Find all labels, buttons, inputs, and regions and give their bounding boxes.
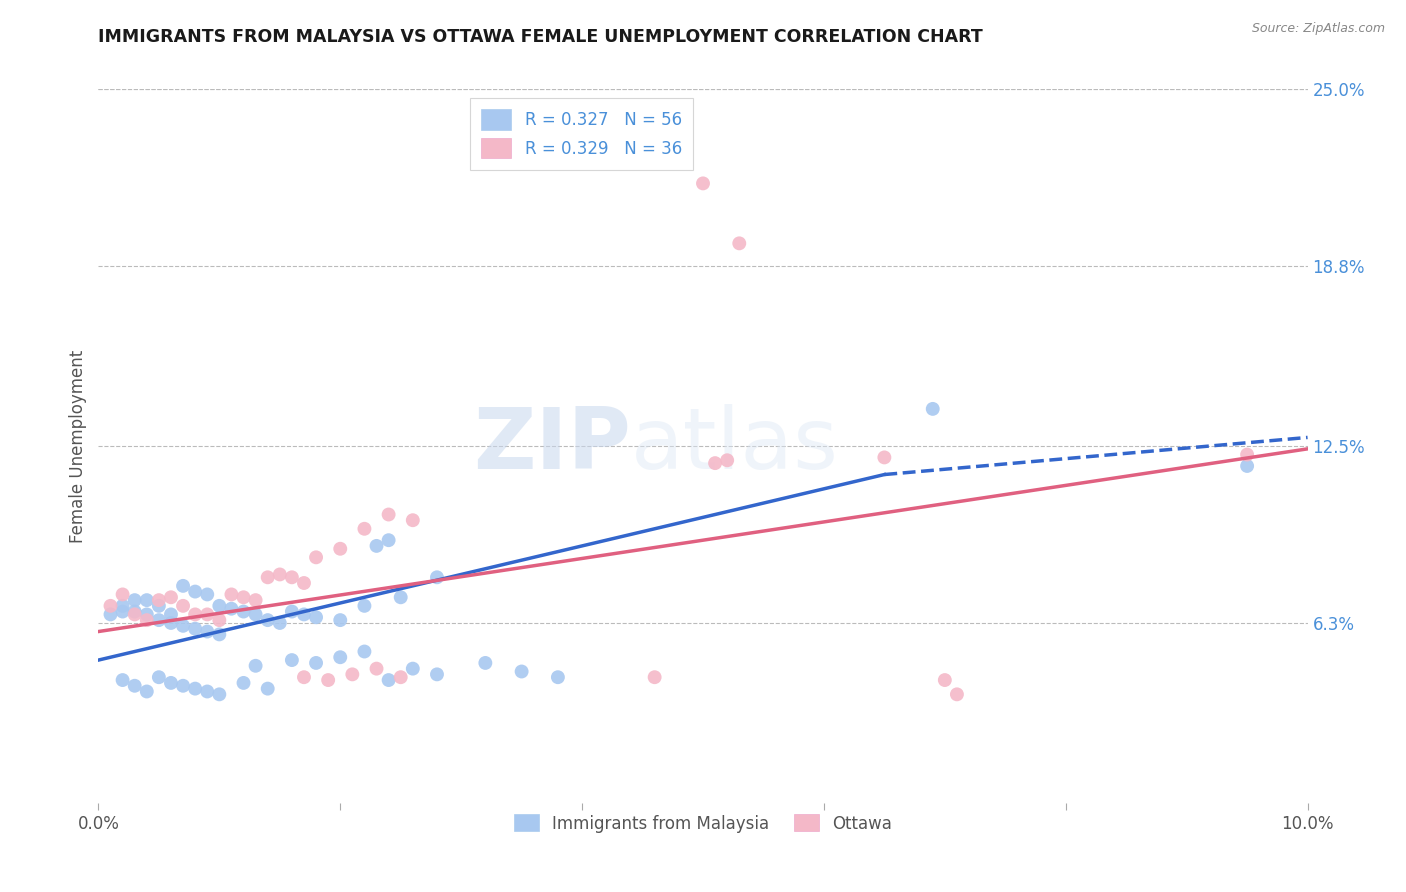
Point	[873, 450, 896, 465]
Point	[100, 607, 122, 622]
Point	[195, 624, 218, 639]
Point	[547, 670, 569, 684]
Point	[195, 684, 218, 698]
Point	[377, 533, 399, 548]
Point	[921, 401, 943, 416]
Point	[389, 670, 412, 684]
Point	[256, 570, 278, 584]
Point	[135, 613, 157, 627]
Point	[160, 615, 183, 630]
Point	[148, 599, 170, 613]
Point	[426, 570, 449, 584]
Point	[704, 456, 727, 470]
Point	[100, 599, 122, 613]
Point	[353, 599, 375, 613]
Point	[232, 591, 254, 605]
Point	[208, 687, 231, 701]
Point	[135, 607, 157, 622]
Point	[402, 513, 425, 527]
Point	[426, 667, 449, 681]
Text: atlas: atlas	[630, 404, 838, 488]
Point	[184, 584, 207, 599]
Point	[292, 576, 315, 591]
Point	[172, 619, 194, 633]
Point	[208, 627, 231, 641]
Point	[692, 177, 714, 191]
Legend: Immigrants from Malaysia, Ottawa: Immigrants from Malaysia, Ottawa	[505, 806, 901, 841]
Point	[245, 593, 267, 607]
Point	[644, 670, 666, 684]
Point	[474, 656, 496, 670]
Point	[221, 587, 243, 601]
Point	[281, 570, 304, 584]
Point	[160, 607, 183, 622]
Point	[316, 673, 339, 687]
Point	[946, 687, 969, 701]
Point	[402, 662, 425, 676]
Point	[208, 599, 231, 613]
Point	[1236, 448, 1258, 462]
Point	[148, 613, 170, 627]
Point	[353, 522, 375, 536]
Point	[292, 607, 315, 622]
Point	[111, 599, 134, 613]
Point	[111, 673, 134, 687]
Point	[281, 605, 304, 619]
Point	[245, 658, 267, 673]
Point	[269, 615, 291, 630]
Point	[281, 653, 304, 667]
Point	[510, 665, 533, 679]
Point	[184, 681, 207, 696]
Point	[366, 539, 388, 553]
Point	[245, 607, 267, 622]
Point	[256, 613, 278, 627]
Point	[208, 613, 231, 627]
Point	[148, 670, 170, 684]
Point	[269, 567, 291, 582]
Point	[329, 613, 352, 627]
Text: IMMIGRANTS FROM MALAYSIA VS OTTAWA FEMALE UNEMPLOYMENT CORRELATION CHART: IMMIGRANTS FROM MALAYSIA VS OTTAWA FEMAL…	[98, 29, 983, 46]
Point	[377, 673, 399, 687]
Point	[728, 236, 751, 251]
Point	[184, 607, 207, 622]
Point	[305, 550, 328, 565]
Point	[232, 676, 254, 690]
Point	[377, 508, 399, 522]
Point	[124, 605, 146, 619]
Point	[305, 610, 328, 624]
Point	[148, 593, 170, 607]
Point	[232, 605, 254, 619]
Point	[135, 593, 157, 607]
Point	[172, 599, 194, 613]
Point	[111, 587, 134, 601]
Point	[111, 605, 134, 619]
Point	[366, 662, 388, 676]
Point	[195, 587, 218, 601]
Point	[389, 591, 412, 605]
Point	[135, 684, 157, 698]
Y-axis label: Female Unemployment: Female Unemployment	[69, 350, 87, 542]
Point	[195, 607, 218, 622]
Point	[124, 607, 146, 622]
Point	[329, 541, 352, 556]
Text: ZIP: ZIP	[472, 404, 630, 488]
Point	[292, 670, 315, 684]
Point	[160, 676, 183, 690]
Point	[353, 644, 375, 658]
Point	[160, 591, 183, 605]
Point	[716, 453, 738, 467]
Point	[329, 650, 352, 665]
Point	[934, 673, 956, 687]
Point	[184, 622, 207, 636]
Point	[342, 667, 364, 681]
Point	[221, 601, 243, 615]
Point	[124, 679, 146, 693]
Point	[172, 679, 194, 693]
Point	[1236, 458, 1258, 473]
Point	[305, 656, 328, 670]
Point	[172, 579, 194, 593]
Text: Source: ZipAtlas.com: Source: ZipAtlas.com	[1251, 22, 1385, 36]
Point	[256, 681, 278, 696]
Point	[124, 593, 146, 607]
